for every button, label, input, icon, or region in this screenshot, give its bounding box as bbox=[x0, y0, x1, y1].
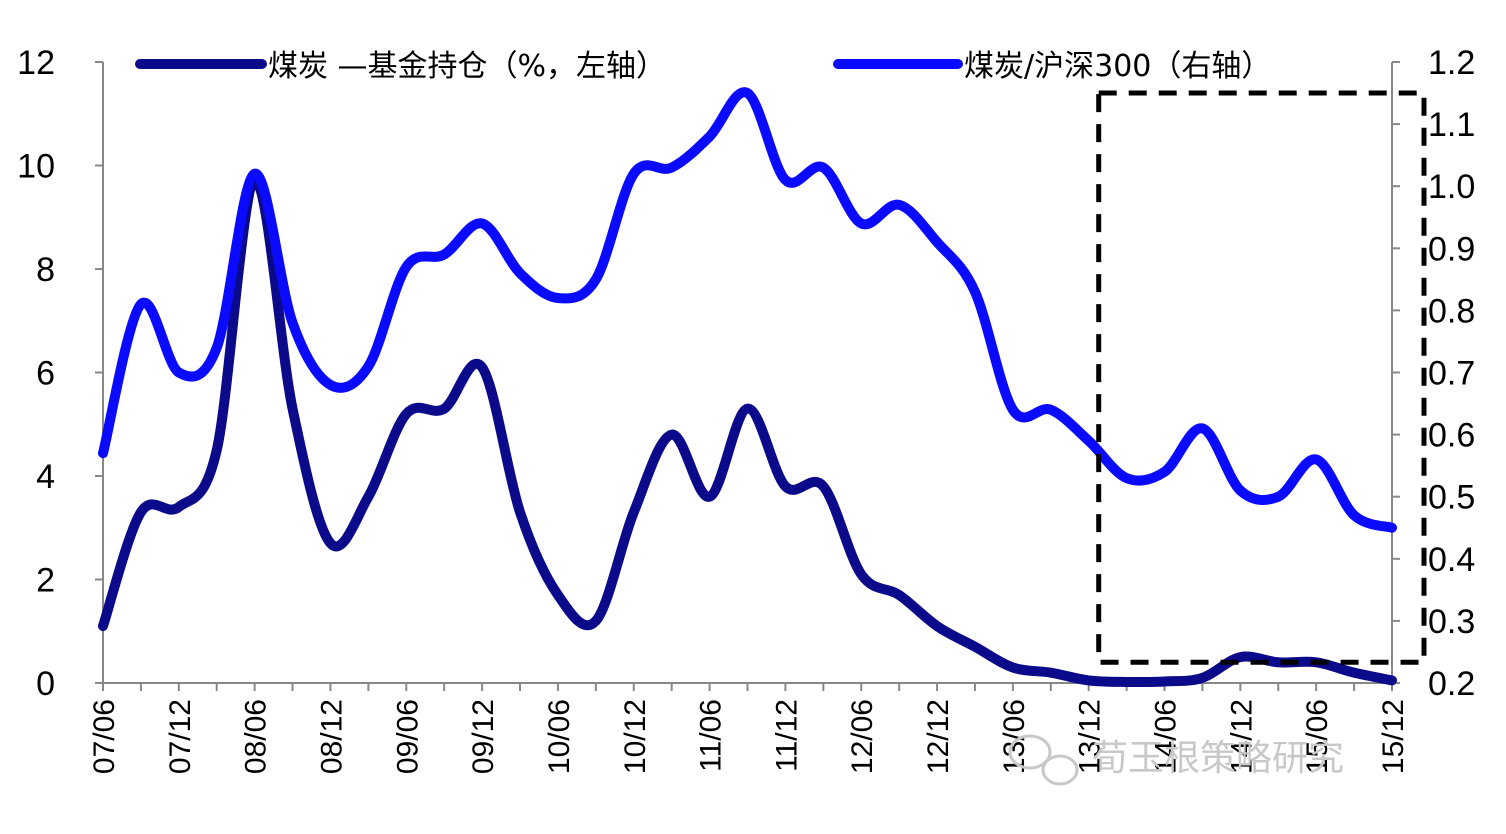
x-tick-label: 14/12 bbox=[1225, 699, 1258, 774]
wechat-icon bbox=[1008, 734, 1079, 786]
right-tick-label: 0.7 bbox=[1428, 355, 1475, 393]
series-line-holdings bbox=[98, 176, 1397, 688]
dashed-highlight-box bbox=[1096, 90, 1427, 665]
right-tick-label: 0.3 bbox=[1428, 603, 1475, 641]
legend: 煤炭 —基金持仓（%，左轴） 煤炭/沪深300（右轴） bbox=[135, 49, 1271, 84]
x-tick-label: 09/06 bbox=[391, 699, 424, 774]
right-tick-label: 1.0 bbox=[1428, 168, 1475, 206]
right-tick-label: 0.8 bbox=[1428, 292, 1475, 330]
right-tick-label: 0.4 bbox=[1428, 541, 1475, 579]
series-line-ratio bbox=[98, 87, 1397, 533]
left-tick-label: 12 bbox=[17, 44, 55, 82]
x-tick-label: 07/12 bbox=[164, 699, 197, 774]
legend-label-holdings: 煤炭 —基金持仓（%，左轴） bbox=[268, 49, 666, 84]
axes: 0 2 4 6 8 10 12 0.2 0.3 0.4 0.5 0.6 0.7 0.8 0.9 1.0 1.1 1… bbox=[17, 44, 1475, 774]
series-lines bbox=[98, 87, 1397, 688]
x-tick-label: 11/12 bbox=[770, 699, 803, 772]
left-tick-label: 0 bbox=[36, 665, 55, 703]
watermark-text: 荀玉根策略研究 bbox=[1092, 738, 1344, 779]
x-tick-label: 12/12 bbox=[922, 699, 955, 774]
x-tick-label: 12/06 bbox=[846, 699, 879, 774]
x-tick-label: 10/06 bbox=[543, 699, 576, 774]
right-tick-label: 1.2 bbox=[1428, 44, 1475, 82]
right-tick-label: 0.6 bbox=[1428, 417, 1475, 455]
x-tick-label: 09/12 bbox=[467, 699, 500, 774]
left-tick-label: 6 bbox=[36, 355, 55, 393]
x-tick-label: 14/06 bbox=[1150, 699, 1183, 774]
legend-label-ratio: 煤炭/沪深300（右轴） bbox=[964, 49, 1271, 84]
x-tick-label: 13/12 bbox=[1074, 699, 1107, 774]
left-tick-label: 4 bbox=[36, 458, 55, 496]
left-tick-label: 8 bbox=[36, 251, 55, 289]
left-tick-label: 2 bbox=[36, 562, 55, 600]
x-tick-label: 08/12 bbox=[315, 699, 348, 774]
x-tick-label: 15/12 bbox=[1377, 699, 1410, 774]
x-tick-label: 10/12 bbox=[619, 699, 652, 774]
right-tick-label: 0.9 bbox=[1428, 230, 1475, 268]
left-tick-label: 10 bbox=[17, 148, 55, 186]
right-tick-label: 0.5 bbox=[1428, 479, 1475, 517]
right-tick-label: 1.1 bbox=[1428, 106, 1475, 144]
x-tick-label: 15/06 bbox=[1301, 699, 1334, 774]
watermark: 荀玉根策略研究 bbox=[1008, 734, 1344, 786]
x-tick-label: 08/06 bbox=[240, 699, 273, 774]
x-tick-label: 07/06 bbox=[88, 699, 121, 774]
x-tick-label: 11/06 bbox=[695, 699, 728, 772]
right-tick-label: 0.2 bbox=[1428, 665, 1475, 703]
annotation-layer bbox=[1096, 90, 1427, 665]
